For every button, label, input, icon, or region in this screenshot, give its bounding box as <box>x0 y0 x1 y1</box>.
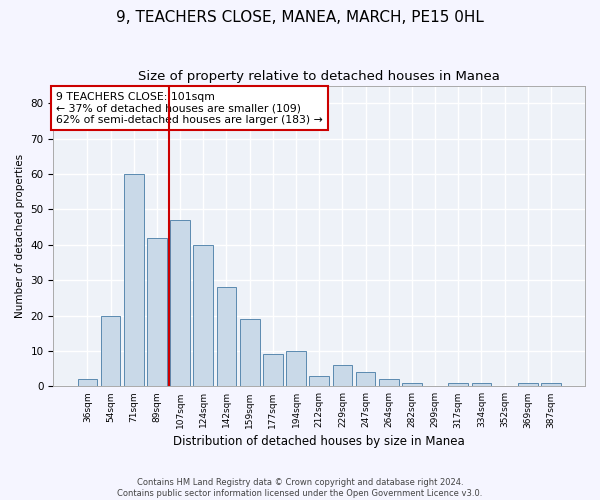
Bar <box>472 383 491 386</box>
Text: 9, TEACHERS CLOSE, MANEA, MARCH, PE15 0HL: 9, TEACHERS CLOSE, MANEA, MARCH, PE15 0H… <box>116 10 484 25</box>
Bar <box>170 220 190 386</box>
Bar <box>147 238 167 386</box>
Bar <box>448 383 468 386</box>
Bar <box>263 354 283 386</box>
Bar <box>77 379 97 386</box>
Bar <box>356 372 376 386</box>
Bar <box>332 365 352 386</box>
Bar <box>541 383 561 386</box>
Text: Contains HM Land Registry data © Crown copyright and database right 2024.
Contai: Contains HM Land Registry data © Crown c… <box>118 478 482 498</box>
Bar <box>193 245 213 386</box>
Bar <box>240 319 260 386</box>
Text: 9 TEACHERS CLOSE: 101sqm
← 37% of detached houses are smaller (109)
62% of semi-: 9 TEACHERS CLOSE: 101sqm ← 37% of detach… <box>56 92 323 125</box>
Bar <box>217 287 236 386</box>
Bar <box>518 383 538 386</box>
Bar <box>310 376 329 386</box>
Bar <box>101 316 121 386</box>
Bar <box>124 174 143 386</box>
X-axis label: Distribution of detached houses by size in Manea: Distribution of detached houses by size … <box>173 434 465 448</box>
Title: Size of property relative to detached houses in Manea: Size of property relative to detached ho… <box>138 70 500 83</box>
Y-axis label: Number of detached properties: Number of detached properties <box>15 154 25 318</box>
Bar <box>379 379 398 386</box>
Bar <box>286 351 306 386</box>
Bar <box>402 383 422 386</box>
